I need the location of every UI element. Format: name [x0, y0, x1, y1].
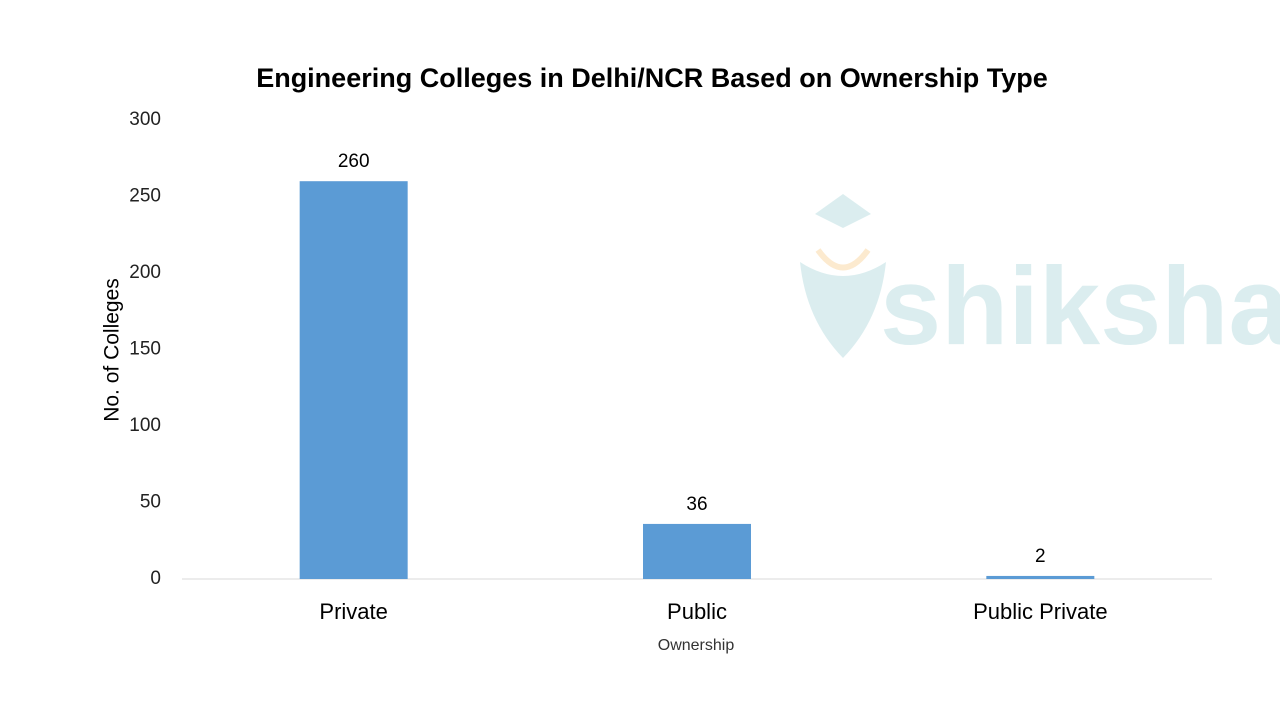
- watermark-logo: shiksha: [800, 194, 1280, 368]
- y-tick-label: 250: [129, 186, 161, 207]
- y-tick-label: 300: [129, 109, 161, 130]
- logo-pen: [800, 262, 886, 358]
- watermark-text: shiksha: [880, 245, 1280, 368]
- x-tick-label: Public Private: [973, 599, 1108, 624]
- y-axis-title: No. of Colleges: [101, 278, 124, 422]
- y-tick-label: 150: [129, 339, 161, 360]
- y-tick-label: 50: [140, 492, 161, 513]
- value-label: 2: [1035, 546, 1046, 567]
- value-label: 36: [686, 494, 707, 515]
- value-label: 260: [338, 151, 370, 172]
- logo-face: [815, 248, 871, 271]
- y-tick-label: 0: [150, 568, 161, 589]
- x-tick-label: Public: [667, 599, 727, 624]
- logo-cap: [815, 194, 871, 228]
- bar: [643, 523, 751, 579]
- bar: [299, 181, 408, 579]
- bar: [986, 575, 1095, 579]
- x-tick-label: Private: [319, 599, 387, 624]
- chart-title: Engineering Colleges in Delhi/NCR Based …: [256, 63, 1048, 93]
- y-tick-label: 100: [129, 415, 161, 436]
- x-axis-title: Ownership: [658, 637, 735, 654]
- y-tick-label: 200: [129, 262, 161, 283]
